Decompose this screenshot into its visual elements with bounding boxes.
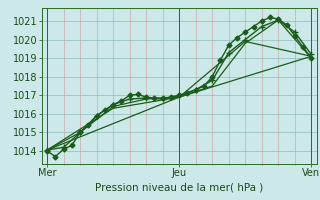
- X-axis label: Pression niveau de la mer( hPa ): Pression niveau de la mer( hPa ): [95, 182, 263, 192]
